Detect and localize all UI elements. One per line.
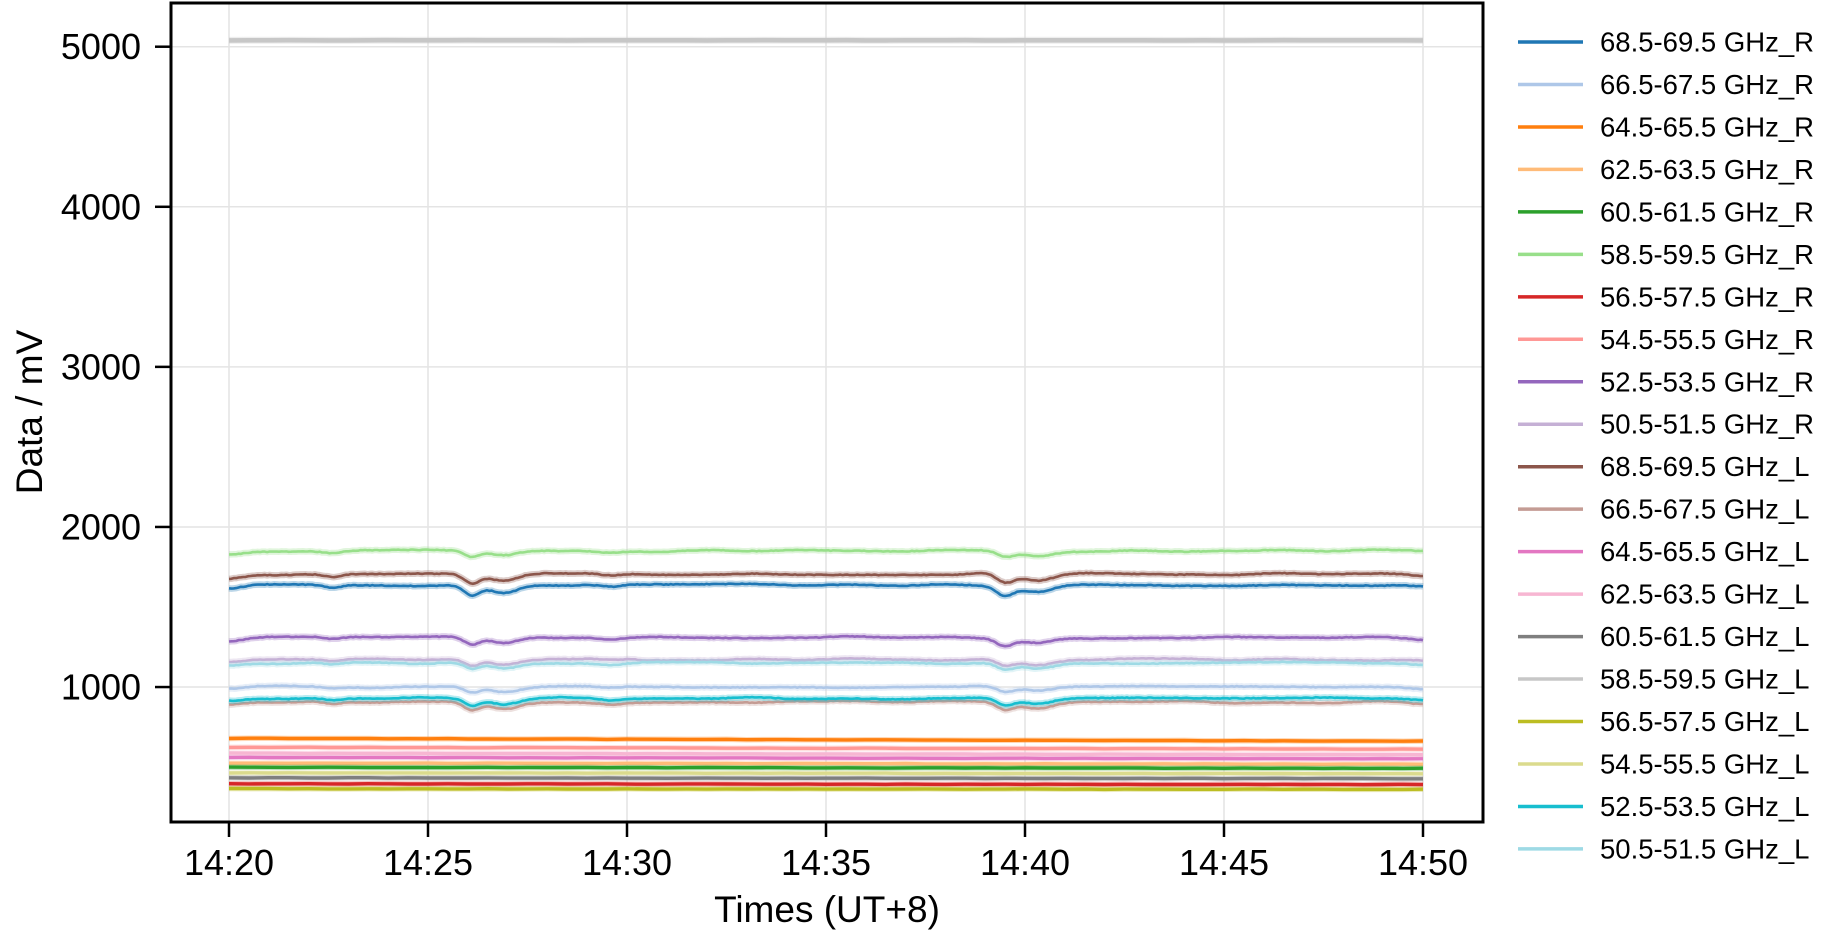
x-tick-label: 14:35	[781, 842, 871, 883]
x-tick-label: 14:20	[184, 842, 274, 883]
legend-item-56-5-57-5-ghz-r: 56.5-57.5 GHz_R	[1518, 281, 1814, 312]
legend-item-60-5-61-5-ghz-r: 60.5-61.5 GHz_R	[1518, 196, 1814, 227]
series-line-66-5-67-5-ghz-l	[228, 699, 1423, 712]
y-tick-label: 5000	[61, 26, 141, 67]
x-tick-label: 14:50	[1378, 842, 1468, 883]
legend-item-58-5-59-5-ghz-r: 58.5-59.5 GHz_R	[1518, 239, 1814, 270]
y-tick-label: 4000	[61, 186, 141, 227]
x-tick-label: 14:25	[383, 842, 473, 883]
series-line-68-5-69-5-ghz-r	[228, 582, 1424, 598]
legend: 68.5-69.5 GHz_R 66.5-67.5 GHz_R 64.5-65.5 …	[1518, 27, 1814, 864]
legend-item-68-5-69-5-ghz-r: 68.5-69.5 GHz_R	[1518, 27, 1814, 58]
legend-label: 68.5-69.5 GHz_R	[1600, 27, 1814, 58]
series-line-60-5-61-5-ghz-l	[228, 776, 1423, 781]
legend-label: 54.5-55.5 GHz_L	[1600, 748, 1809, 779]
legend-label: 58.5-59.5 GHz_R	[1600, 239, 1814, 270]
y-tick-label: 2000	[61, 506, 141, 547]
series-line-60-5-61-5-ghz-r	[228, 765, 1424, 771]
series-line-50-5-51-5-ghz-r	[229, 657, 1424, 668]
legend-item-56-5-57-5-ghz-l: 56.5-57.5 GHz_L	[1518, 706, 1809, 737]
series-line-58-5-59-5-ghz-r	[229, 548, 1424, 559]
y-tick-label: 1000	[61, 667, 141, 708]
axes: 14:20 14:25 14:30 14:35 14:40 14:45 14:50 1000 2…	[61, 1, 1485, 883]
series-line-64-5-65-5-ghz-l	[228, 755, 1424, 761]
series-line-52-5-53-5-ghz-r	[228, 634, 1424, 648]
legend-item-54-5-55-5-ghz-l: 54.5-55.5 GHz_L	[1518, 748, 1809, 779]
series-line-54-5-55-5-ghz-r	[228, 745, 1424, 751]
series-line-54-5-55-5-ghz-l	[228, 771, 1424, 776]
series-line-62-5-63-5-ghz-l	[228, 751, 1424, 757]
legend-label: 62.5-63.5 GHz_R	[1600, 154, 1814, 185]
series-line-64-5-65-5-ghz-r	[228, 736, 1424, 743]
legend-label: 66.5-67.5 GHz_R	[1600, 69, 1814, 100]
x-tick-label: 14:30	[582, 842, 672, 883]
grid-lines	[171, 3, 1483, 822]
legend-item-60-5-61-5-ghz-l: 60.5-61.5 GHz_L	[1518, 621, 1809, 652]
legend-label: 62.5-63.5 GHz_L	[1600, 579, 1809, 610]
legend-item-64-5-65-5-ghz-l: 64.5-65.5 GHz_L	[1518, 536, 1809, 567]
series-line-66-5-67-5-ghz-r	[228, 684, 1424, 694]
series-line-52-5-53-5-ghz-l	[228, 695, 1424, 708]
legend-label: 58.5-59.5 GHz_L	[1600, 664, 1809, 695]
legend-item-54-5-55-5-ghz-r: 54.5-55.5 GHz_R	[1518, 324, 1814, 355]
legend-label: 68.5-69.5 GHz_L	[1600, 451, 1809, 482]
legend-label: 66.5-67.5 GHz_L	[1600, 494, 1809, 525]
x-axis-title: Times (UT+8)	[714, 889, 940, 930]
x-tick-label: 14:45	[1179, 842, 1269, 883]
legend-item-50-5-51-5-ghz-r: 50.5-51.5 GHz_R	[1518, 409, 1814, 440]
series-line-62-5-63-5-ghz-r	[229, 761, 1424, 766]
legend-label: 64.5-65.5 GHz_L	[1600, 536, 1809, 567]
legend-label: 54.5-55.5 GHz_R	[1600, 324, 1814, 355]
legend-label: 50.5-51.5 GHz_L	[1600, 833, 1809, 864]
y-tick-label: 3000	[61, 346, 141, 387]
legend-label: 50.5-51.5 GHz_R	[1600, 409, 1814, 440]
legend-item-52-5-53-5-ghz-r: 52.5-53.5 GHz_R	[1518, 366, 1814, 397]
legend-label: 60.5-61.5 GHz_R	[1600, 196, 1814, 227]
legend-item-66-5-67-5-ghz-l: 66.5-67.5 GHz_L	[1518, 494, 1809, 525]
legend-item-50-5-51-5-ghz-l: 50.5-51.5 GHz_L	[1518, 833, 1809, 864]
legend-label: 60.5-61.5 GHz_L	[1600, 621, 1809, 652]
legend-label: 56.5-57.5 GHz_R	[1600, 281, 1814, 312]
legend-item-64-5-65-5-ghz-r: 64.5-65.5 GHz_R	[1518, 111, 1814, 142]
series-line-50-5-51-5-ghz-l	[228, 660, 1424, 671]
legend-item-58-5-59-5-ghz-l: 58.5-59.5 GHz_L	[1518, 664, 1809, 695]
legend-label: 52.5-53.5 GHz_L	[1600, 791, 1809, 822]
legend-item-66-5-67-5-ghz-r: 66.5-67.5 GHz_R	[1518, 69, 1814, 100]
y-axis-title: Data / mV	[9, 329, 50, 494]
legend-item-62-5-63-5-ghz-r: 62.5-63.5 GHz_R	[1518, 154, 1814, 185]
legend-label: 64.5-65.5 GHz_R	[1600, 111, 1814, 142]
x-tick-label: 14:40	[980, 842, 1070, 883]
series-line-68-5-69-5-ghz-l	[228, 571, 1424, 586]
series-line-56-5-57-5-ghz-l	[228, 786, 1424, 792]
legend-label: 56.5-57.5 GHz_L	[1600, 706, 1809, 737]
legend-item-62-5-63-5-ghz-l: 62.5-63.5 GHz_L	[1518, 579, 1809, 610]
legend-label: 52.5-53.5 GHz_R	[1600, 366, 1814, 397]
data-series	[228, 36, 1424, 793]
legend-item-52-5-53-5-ghz-l: 52.5-53.5 GHz_L	[1518, 791, 1809, 822]
series-line-56-5-57-5-ghz-r	[228, 782, 1424, 787]
legend-item-68-5-69-5-ghz-l: 68.5-69.5 GHz_L	[1518, 451, 1809, 482]
